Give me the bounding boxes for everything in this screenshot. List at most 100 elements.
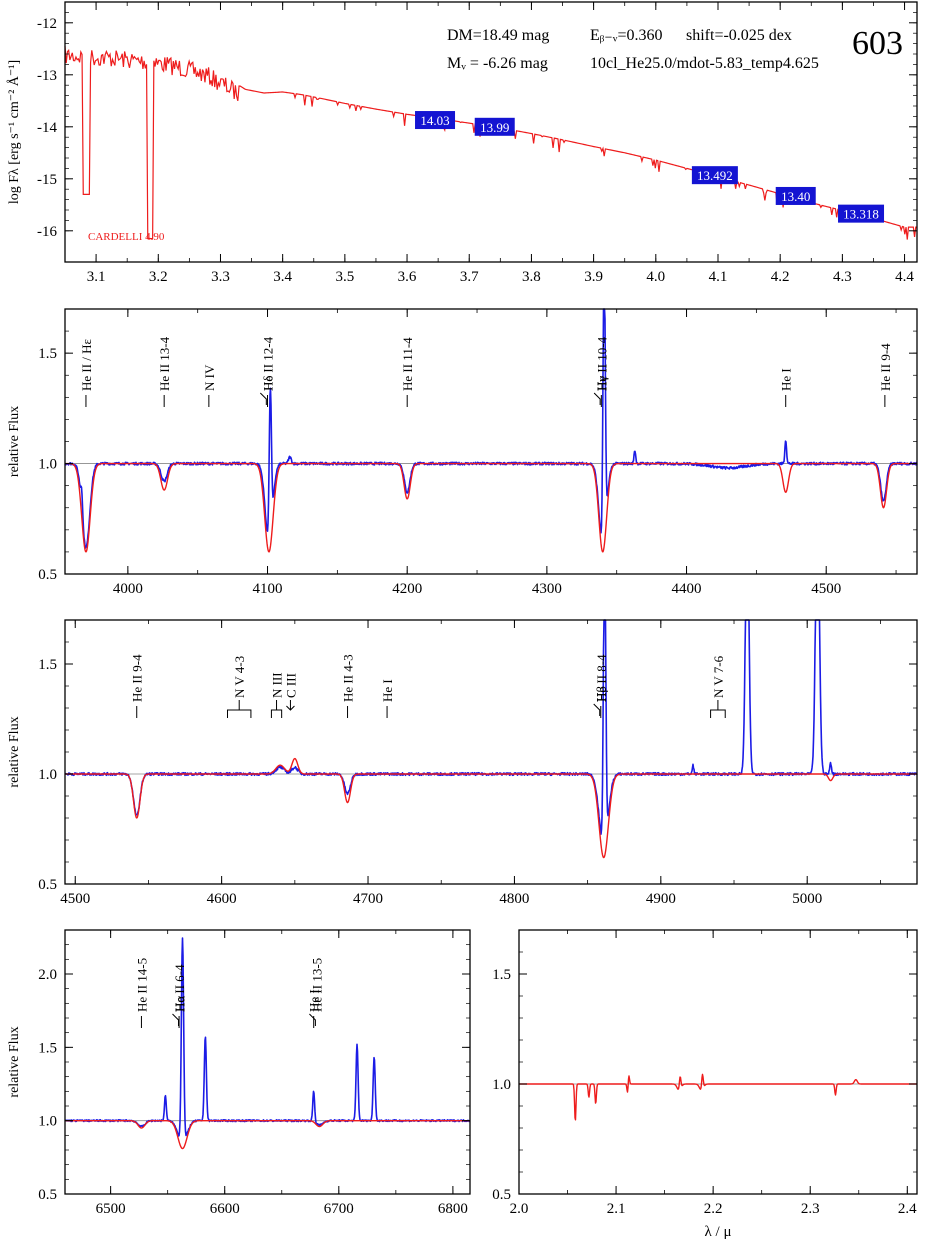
photometry-label: 14.03 [420,113,449,128]
x-tick-label: 3.6 [398,269,417,285]
line-id: He II 6-4 [172,964,187,1028]
model-sed-line [64,46,917,240]
y-tick-label: 0.5 [38,877,57,893]
line-id: Hα [172,996,188,1026]
line-id: He II / Hε [79,338,94,407]
x-tick-label: 2.3 [801,1201,820,1217]
line-id-tick [226,700,252,718]
line-id-label: He II 14-5 [134,958,149,1012]
x-tick-label: 4.2 [771,269,790,285]
plot-frame [64,1,918,263]
model-spectrum [518,1073,918,1121]
line-id: He II 12-4 [261,336,276,407]
line-id: He II 13-5 [309,958,324,1026]
panels: 14.03 13.99 13.492 13.40 13.318 3.1 3.2 3.3 3.4 3… [6,1,918,1240]
x-tick-label: 4400 [672,581,702,597]
y-tick-label: 0.5 [38,1187,57,1203]
y-tick-label: 1.5 [38,657,57,673]
distance-modulus-label: DM=18.49 mag [447,27,549,44]
y-tick-label: -13 [37,68,57,84]
y-tick-label: 0.5 [492,1187,511,1203]
line-id: N IV [202,364,217,407]
line-id-label: Hδ [260,375,275,391]
x-tick-label: 6500 [96,1201,126,1217]
x-tick-label: 6700 [324,1201,354,1217]
line-id-label: C III [283,673,298,698]
line-id: Hβ [593,686,609,716]
line-id: He II 4-3 [341,654,356,718]
line-id-label: N V 4-3 [232,656,247,698]
chart-halpha: He II 14-5 He II 6-4Hα He IHe II 13-5 6500 6… [7,929,471,1217]
x-tick-label: 3.1 [87,269,106,285]
photometry-label: 13.99 [480,120,509,135]
x-tick-label: 4700 [353,891,383,907]
x-tick-label: 4300 [532,581,562,597]
y-tick-label: 1.0 [38,457,57,473]
photometry-box [838,204,885,223]
y-axis-label: relative Flux [7,716,22,787]
y-axis-label: relative Flux [7,406,22,477]
x-tick-label: 4500 [811,581,841,597]
line-id-label: N III [270,672,285,698]
line-id-tick [309,1013,316,1026]
x-tick-label: 2.1 [607,1201,626,1217]
x-tick-label: 2.2 [704,1201,723,1217]
line-id: He II 11-4 [400,337,415,407]
x-tick-label: 4100 [253,581,283,597]
x-tick-label: 6600 [210,1201,240,1217]
x-tick-label: 3.2 [149,269,168,285]
plot-frame [64,929,471,1195]
chart-blue-4000: He II / Hε He II 13-4 N IV He II 12-4Hδ He I… [7,308,918,597]
line-id-label: He II 8-4 [594,654,609,702]
line-id: Hγ [593,376,609,405]
x-tick-label: 4500 [60,891,90,907]
line-id-tick [286,700,295,711]
observed-spectrum [64,937,471,1137]
x-tick-label: 4000 [113,581,143,597]
y-tick-label: -15 [37,172,57,188]
line-id-tick [172,1013,180,1026]
line-id-label: He II 6-4 [172,964,187,1012]
photometry-box [691,166,738,185]
line-id-label: N V 7-6 [711,655,726,698]
line-id-label: He I [307,989,322,1012]
x-tick-label: 4.3 [833,269,852,285]
shift-label: shift=-0.025 dex [686,27,792,44]
y-axis-label: relative Flux [7,1026,22,1097]
absolute-magnitude-label: Mᵥ = -6.26 mag [447,55,548,72]
x-tick-label: 5000 [792,891,822,907]
line-id-label: Hα [173,996,188,1012]
line-id: N V 4-3 [226,656,252,718]
line-id: C III [283,673,298,711]
line-id-label: N IV [202,364,217,391]
x-tick-label: 3.7 [460,269,479,285]
y-tick-label: 1.0 [492,1077,511,1093]
model-spectrum [64,1119,471,1150]
x-tick-label: 4.1 [709,269,728,285]
y-tick-label: 0.5 [38,567,57,583]
line-id-label: He II 13-5 [309,958,324,1012]
line-id-tick [270,700,283,718]
y-tick-label: 1.0 [38,1114,57,1130]
line-id-tick [593,703,601,716]
photometry-label: 13.318 [843,207,879,222]
y-axis-label: log Fλ [erg s⁻¹ cm⁻² Å⁻¹] [6,60,22,204]
x-tick-label: 4200 [392,581,422,597]
line-id-label: He II 12-4 [261,336,276,391]
observed-spectrum [64,619,918,835]
line-id-tick [259,392,267,405]
line-id-tick [710,700,726,718]
line-id-label: He I [380,679,395,702]
chart-sed: 14.03 13.99 13.492 13.40 13.318 3.1 3.2 3.3 3.4 3… [6,1,918,285]
line-id-label: Hγ [594,376,609,391]
line-id-label: He II 10-4 [594,336,609,391]
model-name-label: 10cl_He25.0/mdot-5.83_temp4.625 [590,55,819,72]
line-id-label: He II 13-4 [157,336,172,391]
y-tick-label: 1.5 [38,346,57,362]
line-id: N V 7-6 [710,655,726,718]
x-tick-label: 4900 [646,891,676,907]
line-id: He I [380,679,395,718]
y-tick-label: -14 [37,120,57,136]
